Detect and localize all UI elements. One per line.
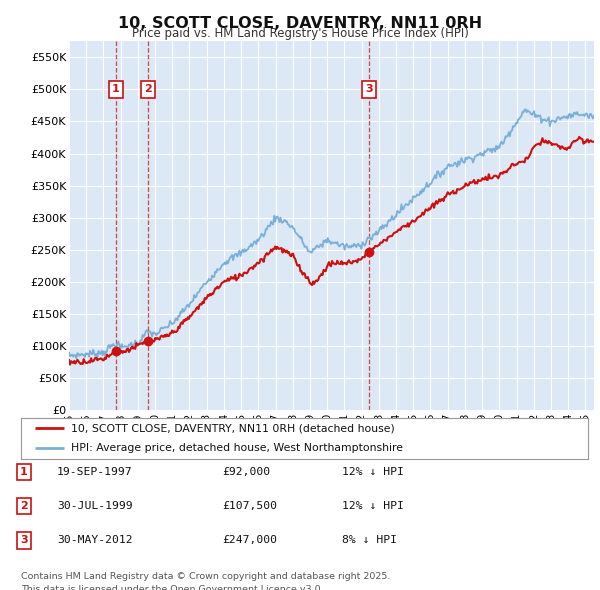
Text: 2: 2 <box>20 502 28 511</box>
Text: HPI: Average price, detached house, West Northamptonshire: HPI: Average price, detached house, West… <box>71 443 403 453</box>
Text: 1: 1 <box>20 467 28 477</box>
Text: Price paid vs. HM Land Registry's House Price Index (HPI): Price paid vs. HM Land Registry's House … <box>131 27 469 40</box>
Text: 12% ↓ HPI: 12% ↓ HPI <box>342 467 404 477</box>
Text: Contains HM Land Registry data © Crown copyright and database right 2025.
This d: Contains HM Land Registry data © Crown c… <box>21 572 391 590</box>
Text: 30-MAY-2012: 30-MAY-2012 <box>57 536 133 545</box>
Text: 3: 3 <box>365 84 373 94</box>
Text: 8% ↓ HPI: 8% ↓ HPI <box>342 536 397 545</box>
Text: £92,000: £92,000 <box>222 467 270 477</box>
Text: 3: 3 <box>20 536 28 545</box>
Text: 12% ↓ HPI: 12% ↓ HPI <box>342 502 404 511</box>
Text: £107,500: £107,500 <box>222 502 277 511</box>
Text: 2: 2 <box>144 84 152 94</box>
Text: 1: 1 <box>112 84 119 94</box>
Text: £247,000: £247,000 <box>222 536 277 545</box>
Text: 19-SEP-1997: 19-SEP-1997 <box>57 467 133 477</box>
Text: 10, SCOTT CLOSE, DAVENTRY, NN11 0RH: 10, SCOTT CLOSE, DAVENTRY, NN11 0RH <box>118 16 482 31</box>
Text: 30-JUL-1999: 30-JUL-1999 <box>57 502 133 511</box>
Text: 10, SCOTT CLOSE, DAVENTRY, NN11 0RH (detached house): 10, SCOTT CLOSE, DAVENTRY, NN11 0RH (det… <box>71 424 395 434</box>
